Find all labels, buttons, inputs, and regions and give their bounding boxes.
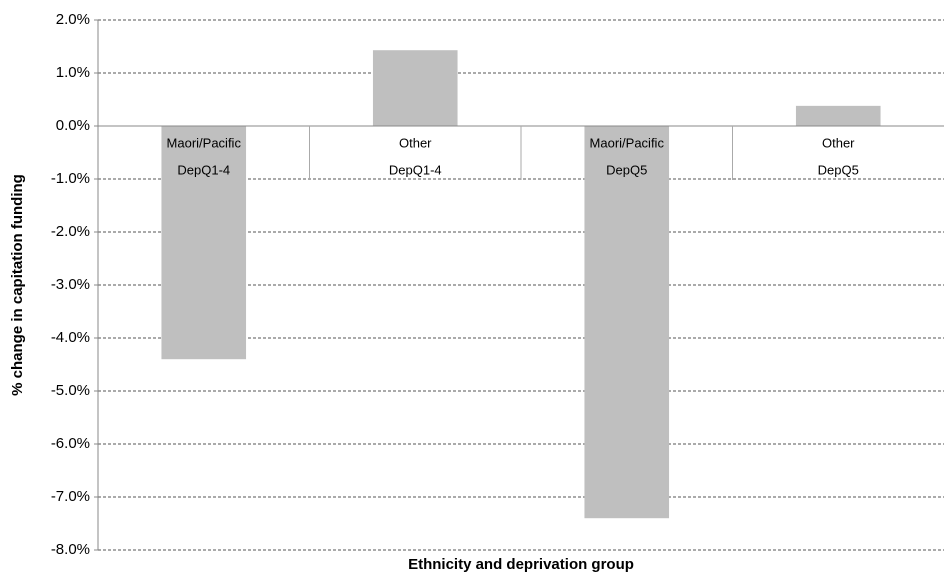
x-tick-label: DepQ1-4 — [177, 162, 230, 177]
bar — [795, 105, 881, 126]
x-tick-label: Other — [399, 135, 432, 150]
y-tick-label: -8.0% — [51, 541, 90, 558]
y-tick-label: -7.0% — [51, 488, 90, 505]
bar — [584, 126, 670, 519]
y-axis-title: % change in capitation funding — [9, 174, 26, 396]
x-tick-label: Maori/Pacific — [590, 135, 665, 150]
y-tick-label: -6.0% — [51, 435, 90, 452]
y-tick-label: -2.0% — [51, 223, 90, 240]
bar — [161, 126, 247, 360]
y-tick-label: -3.0% — [51, 276, 90, 293]
x-tick-label: Other — [822, 135, 855, 150]
y-tick-label: -5.0% — [51, 382, 90, 399]
x-tick-label: DepQ5 — [606, 162, 647, 177]
y-tick-label: 0.0% — [56, 117, 90, 134]
x-tick-label: DepQ5 — [818, 162, 859, 177]
x-tick-label: Maori/Pacific — [167, 135, 242, 150]
y-tick-label: 1.0% — [56, 64, 90, 81]
x-tick-label: DepQ1-4 — [389, 162, 442, 177]
y-tick-label: -1.0% — [51, 170, 90, 187]
y-tick-label: -4.0% — [51, 329, 90, 346]
y-tick-label: 2.0% — [56, 11, 90, 28]
x-axis-title: Ethnicity and deprivation group — [408, 556, 634, 573]
bar — [372, 50, 458, 126]
